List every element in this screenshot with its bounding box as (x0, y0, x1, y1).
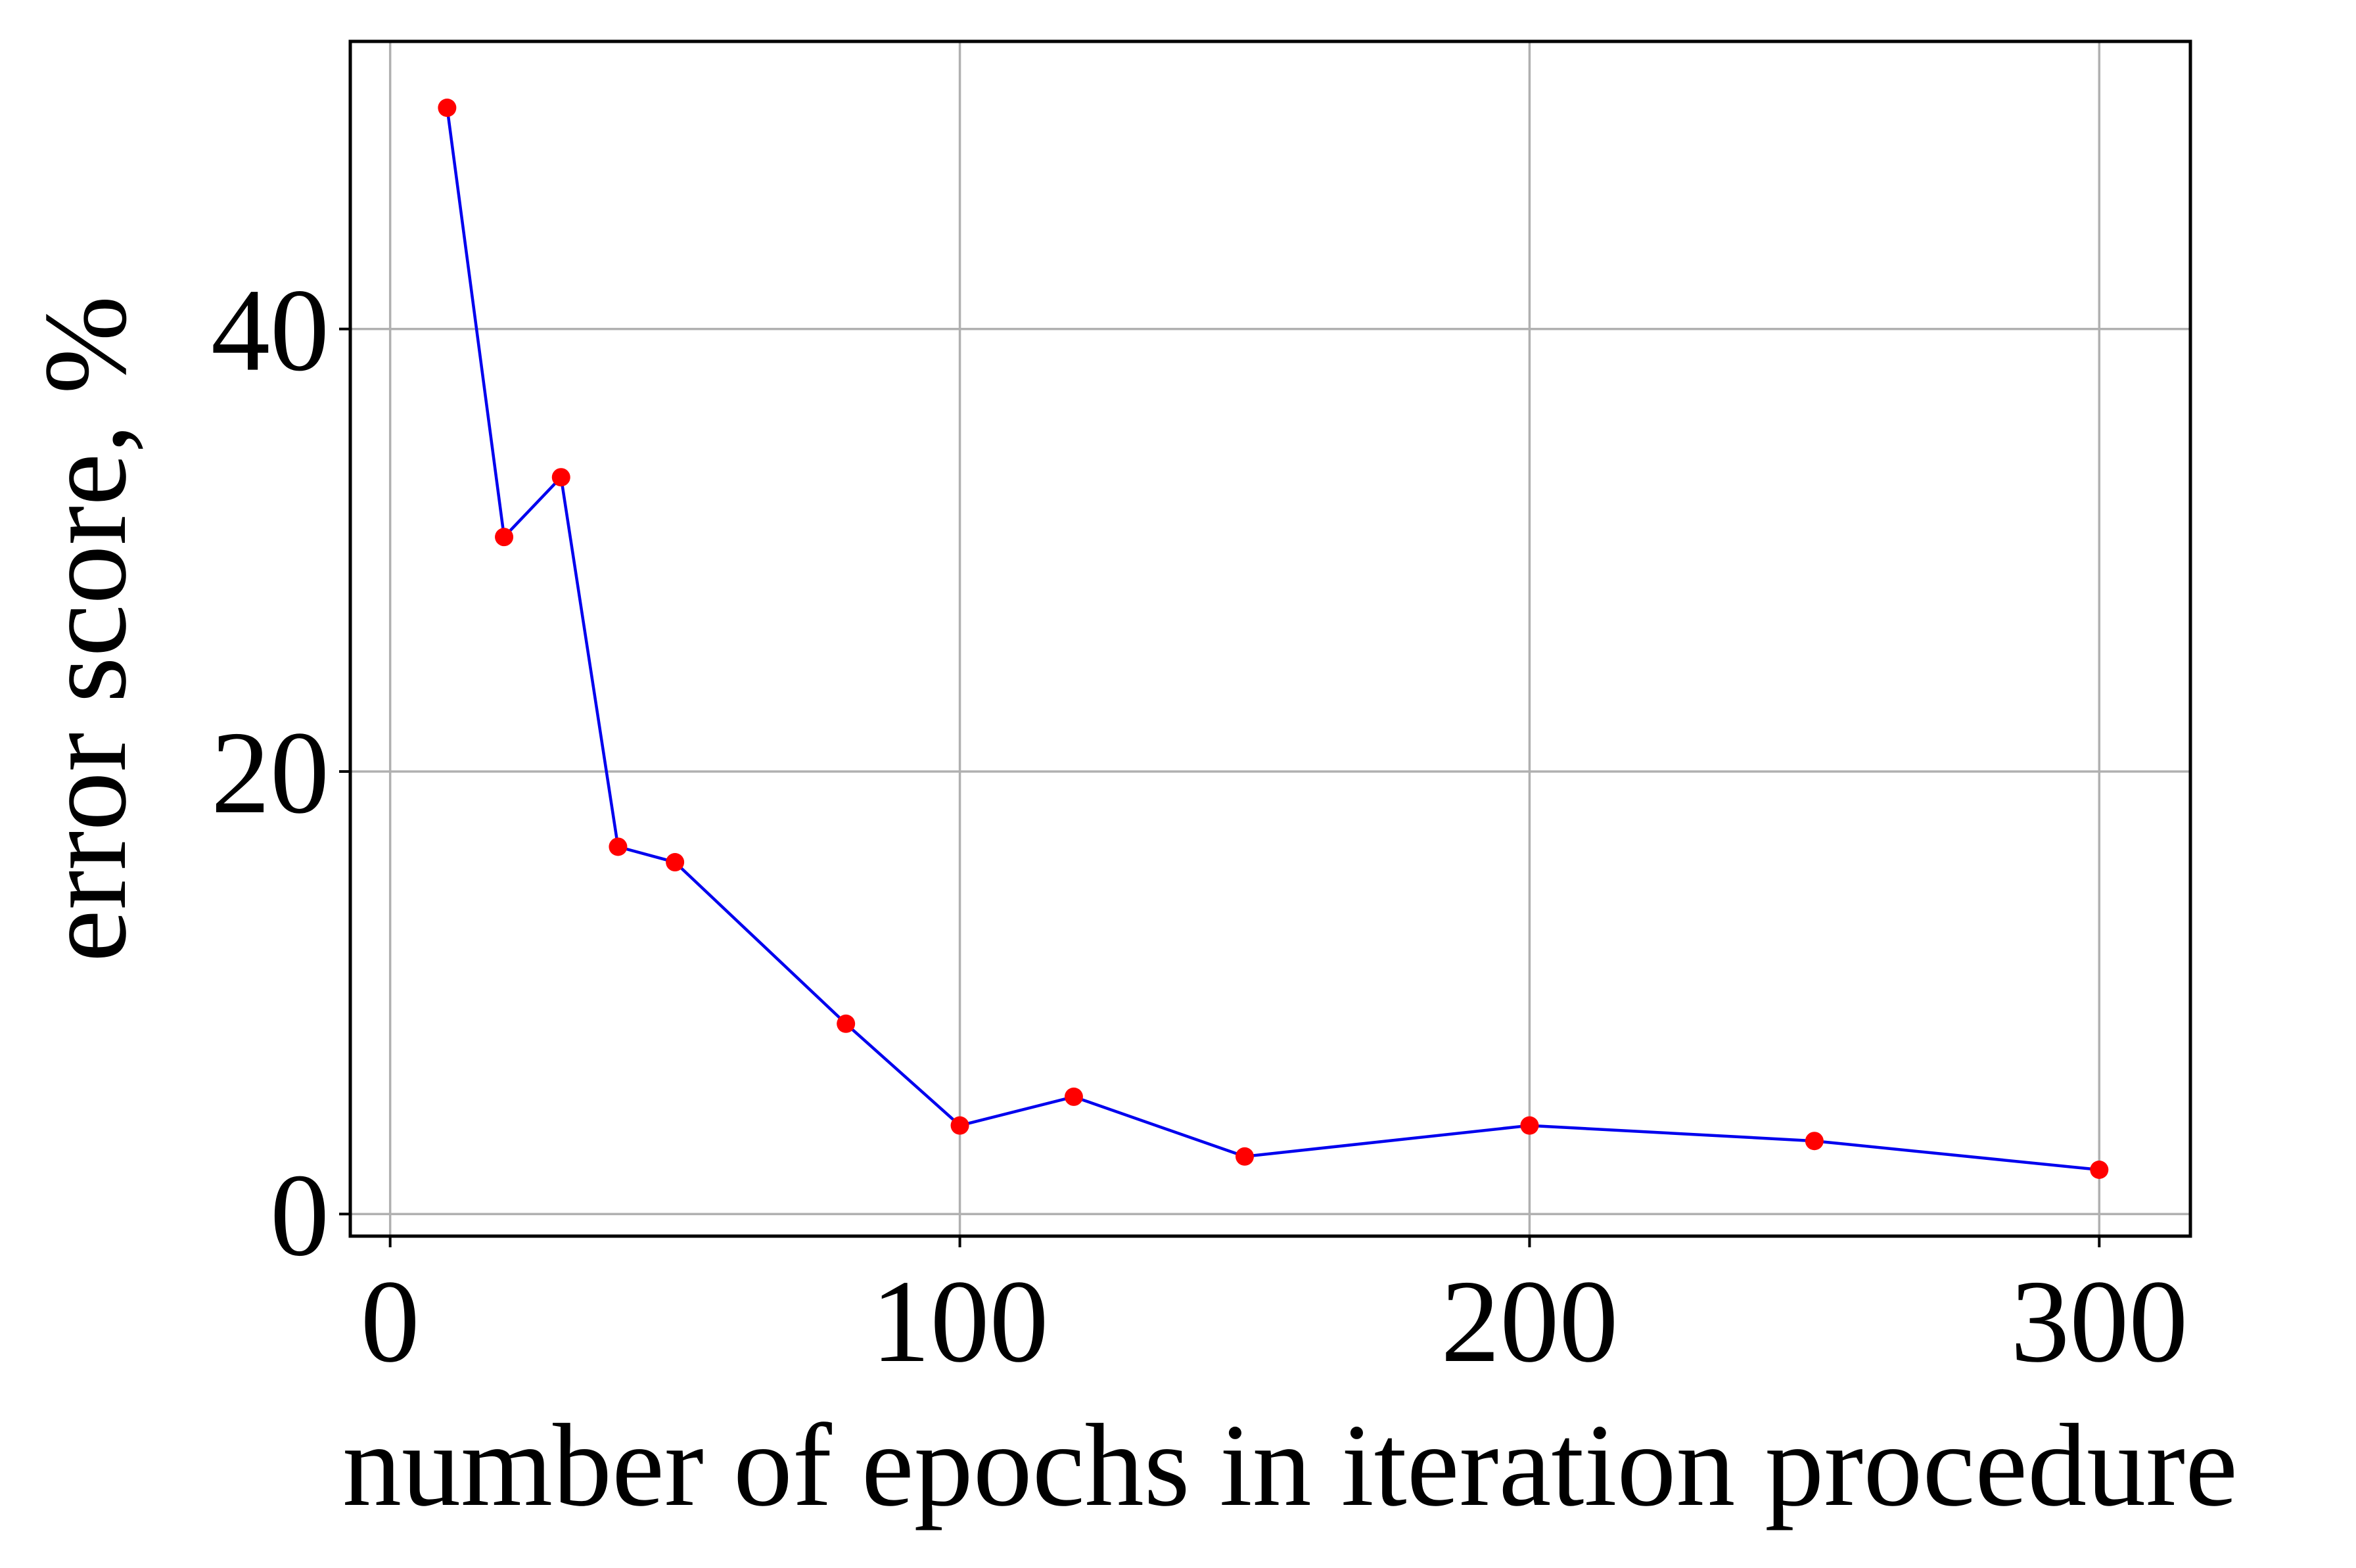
y-tick-label: 40 (211, 265, 329, 396)
x-tick-label: 200 (1441, 1256, 1618, 1387)
x-tick-label: 300 (2010, 1256, 2188, 1387)
data-point (1064, 1087, 1083, 1106)
data-point (950, 1116, 969, 1135)
x-axis-label: number of epochs in iteration procedure (342, 1400, 2238, 1531)
data-point (609, 837, 628, 856)
data-point (495, 528, 514, 547)
x-tick-label: 100 (871, 1256, 1049, 1387)
data-point (1235, 1147, 1254, 1166)
y-tick-label: 20 (211, 707, 329, 838)
data-point (1805, 1132, 1824, 1151)
data-point (837, 1014, 856, 1033)
data-point (438, 99, 457, 117)
series-line (446, 107, 2100, 1172)
data-point (551, 468, 570, 487)
data-point (2090, 1161, 2109, 1179)
series-layer (438, 99, 2109, 1179)
x-tick-label: 0 (361, 1256, 420, 1387)
y-tick-label: 0 (270, 1149, 329, 1280)
y-axis-label: error score, % (20, 296, 150, 962)
data-point (666, 853, 685, 872)
grid (350, 41, 2190, 1236)
plot-area-frame (348, 39, 2192, 1238)
ticks: 0 100 200 300 0 20 40 (211, 265, 2188, 1387)
data-point (1520, 1116, 1539, 1135)
